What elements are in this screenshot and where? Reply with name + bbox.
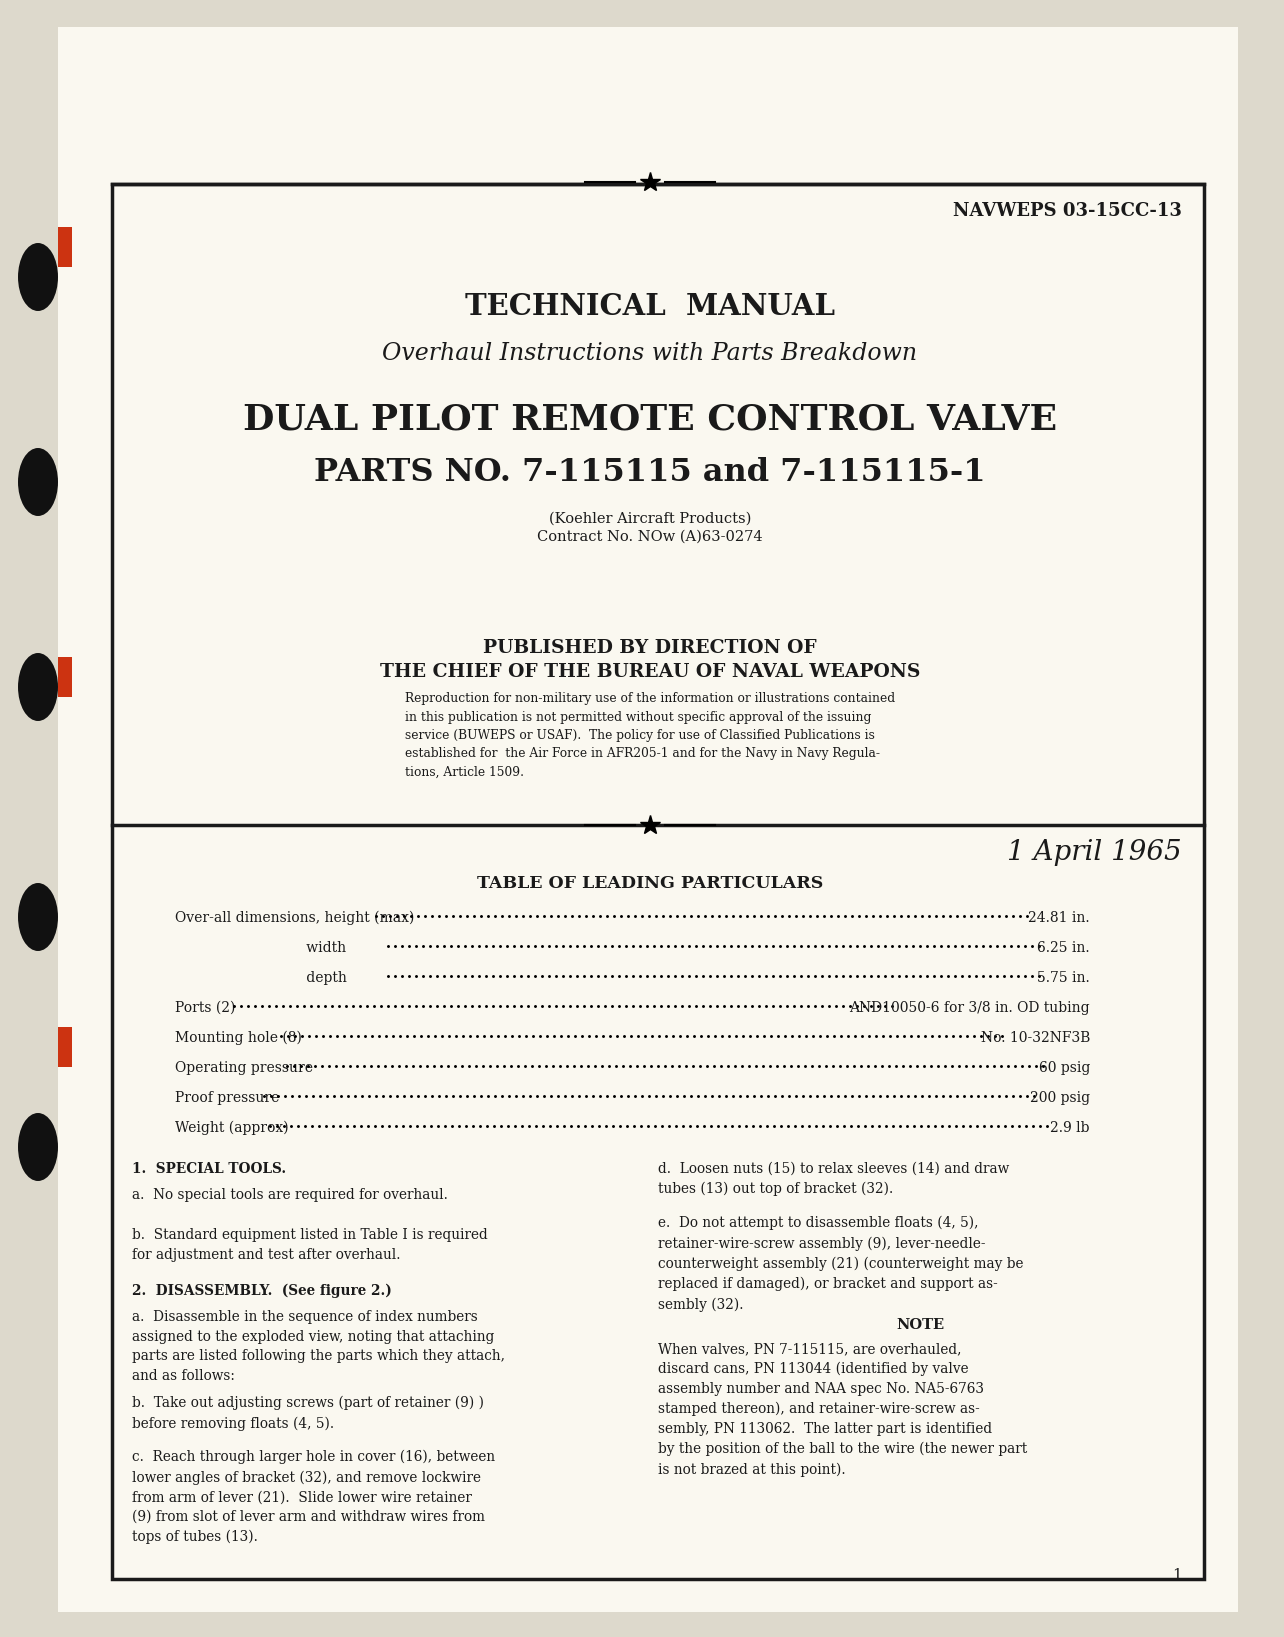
Text: 60 psig: 60 psig: [1039, 1061, 1090, 1076]
Text: 200 psig: 200 psig: [1030, 1090, 1090, 1105]
Text: Proof pressure: Proof pressure: [175, 1090, 280, 1105]
Text: Operating pressure: Operating pressure: [175, 1061, 313, 1076]
FancyBboxPatch shape: [58, 26, 1238, 1612]
Text: b.  Take out adjusting screws (part of retainer (9) )
before removing floats (4,: b. Take out adjusting screws (part of re…: [132, 1396, 484, 1431]
Text: Weight (approx): Weight (approx): [175, 1121, 289, 1136]
Text: c.  Reach through larger hole in cover (16), between
lower angles of bracket (32: c. Reach through larger hole in cover (1…: [132, 1450, 496, 1544]
Text: 2.9 lb: 2.9 lb: [1050, 1121, 1090, 1134]
Text: 1 April 1965: 1 April 1965: [1008, 840, 1183, 866]
Text: Overhaul Instructions with Parts Breakdown: Overhaul Instructions with Parts Breakdo…: [383, 342, 918, 365]
Text: Over-all dimensions, height (max): Over-all dimensions, height (max): [175, 912, 415, 925]
Text: width: width: [175, 941, 347, 954]
Text: 24.81 in.: 24.81 in.: [1028, 912, 1090, 925]
Text: d.  Loosen nuts (15) to relax sleeves (14) and draw
tubes (13) out top of bracke: d. Loosen nuts (15) to relax sleeves (14…: [657, 1162, 1009, 1197]
Ellipse shape: [18, 1113, 58, 1180]
Text: a.  Disassemble in the sequence of index numbers
assigned to the exploded view, : a. Disassemble in the sequence of index …: [132, 1310, 505, 1383]
Text: PARTS NO. 7-115115 and 7-115115-1: PARTS NO. 7-115115 and 7-115115-1: [315, 457, 986, 488]
Text: Reproduction for non-military use of the information or illustrations contained
: Reproduction for non-military use of the…: [404, 692, 895, 779]
Text: Ports (2): Ports (2): [175, 1000, 235, 1015]
Text: NOTE: NOTE: [896, 1318, 944, 1333]
Text: TECHNICAL  MANUAL: TECHNICAL MANUAL: [465, 291, 835, 321]
Text: 6.25 in.: 6.25 in.: [1037, 941, 1090, 954]
Text: Contract No. NOw (A)63-0274: Contract No. NOw (A)63-0274: [537, 530, 763, 543]
Text: 5.75 in.: 5.75 in.: [1037, 971, 1090, 985]
Text: Mounting hole (8): Mounting hole (8): [175, 1031, 302, 1046]
Bar: [112, 183, 1204, 1580]
Text: TABLE OF LEADING PARTICULARS: TABLE OF LEADING PARTICULARS: [476, 876, 823, 892]
Text: AND10050-6 for 3/8 in. OD tubing: AND10050-6 for 3/8 in. OD tubing: [850, 1000, 1090, 1015]
Text: PUBLISHED BY DIRECTION OF: PUBLISHED BY DIRECTION OF: [483, 638, 817, 656]
Ellipse shape: [18, 653, 58, 720]
Ellipse shape: [18, 242, 58, 311]
Text: a.  No special tools are required for overhaul.: a. No special tools are required for ove…: [132, 1188, 448, 1202]
Text: No. 10-32NF3B: No. 10-32NF3B: [981, 1031, 1090, 1044]
Ellipse shape: [18, 882, 58, 951]
Text: When valves, PN 7-115115, are overhauled,
discard cans, PN 113044 (identified by: When valves, PN 7-115115, are overhauled…: [657, 1342, 1027, 1477]
Text: THE CHIEF OF THE BUREAU OF NAVAL WEAPONS: THE CHIEF OF THE BUREAU OF NAVAL WEAPONS: [380, 663, 921, 681]
Text: e.  Do not attempt to disassemble floats (4, 5),
retainer-wire-screw assembly (9: e. Do not attempt to disassemble floats …: [657, 1216, 1023, 1311]
Text: NAVWEPS 03-15CC-13: NAVWEPS 03-15CC-13: [953, 201, 1183, 219]
Text: 1: 1: [1172, 1568, 1183, 1581]
Text: DUAL PILOT REMOTE CONTROL VALVE: DUAL PILOT REMOTE CONTROL VALVE: [243, 403, 1057, 435]
Ellipse shape: [18, 449, 58, 516]
Bar: [58, 1026, 72, 1067]
Text: 2.  DISASSEMBLY.  (See figure 2.): 2. DISASSEMBLY. (See figure 2.): [132, 1283, 392, 1298]
Bar: [58, 656, 72, 697]
Bar: [58, 228, 72, 267]
Text: (Koehler Aircraft Products): (Koehler Aircraft Products): [548, 512, 751, 525]
Text: depth: depth: [175, 971, 347, 985]
Text: b.  Standard equipment listed in Table I is required
for adjustment and test aft: b. Standard equipment listed in Table I …: [132, 1228, 488, 1262]
Text: 1.  SPECIAL TOOLS.: 1. SPECIAL TOOLS.: [132, 1162, 286, 1175]
